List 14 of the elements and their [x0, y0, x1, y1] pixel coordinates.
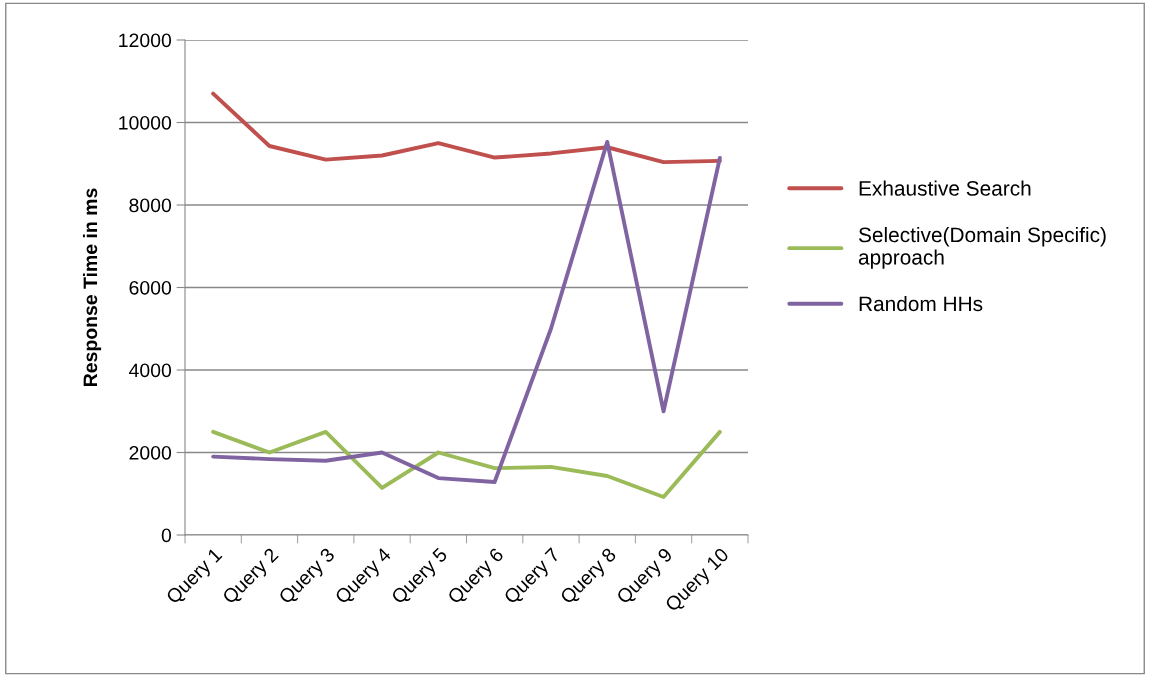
- y-tick-label: 2000: [129, 445, 172, 460]
- line-series: [211, 91, 722, 165]
- y-tick-label: 0: [161, 528, 172, 543]
- line-series: [211, 139, 722, 484]
- line-series: [211, 429, 722, 499]
- y-axis-title: Response Time in ms: [82, 188, 102, 386]
- legend-label: Selective(Domain Specific) approach: [858, 226, 1106, 269]
- y-tick-label: 10000: [119, 115, 172, 130]
- y-tick-label: 4000: [129, 363, 172, 378]
- legend-label: Random HHs: [859, 295, 983, 312]
- y-tick-label: 8000: [129, 198, 172, 213]
- y-tick-label: 12000: [119, 33, 172, 48]
- legend-label: Exhaustive Search: [859, 180, 1031, 196]
- y-tick-label: 6000: [129, 280, 172, 295]
